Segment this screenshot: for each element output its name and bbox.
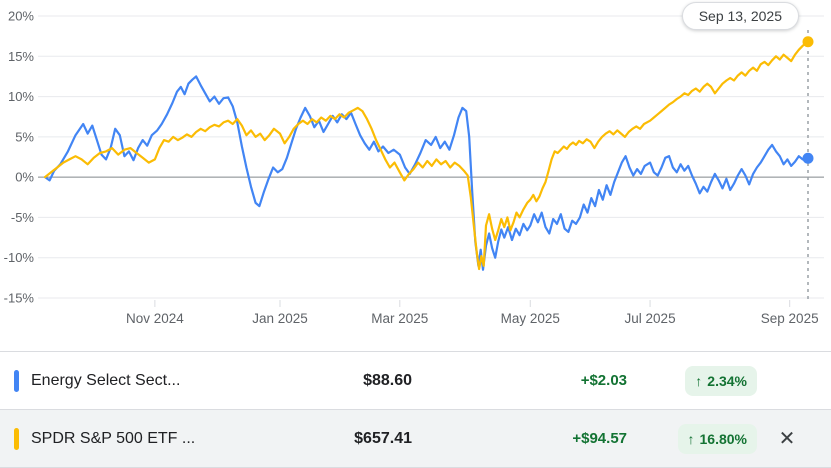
x-tick-label: Jan 2025 [252, 311, 308, 326]
legend-name-cell: SPDR S&P 500 ETF ... [14, 427, 272, 450]
series-line-0 [43, 75, 810, 271]
y-tick-label: 0% [15, 170, 34, 185]
y-tick-label: -10% [4, 250, 35, 265]
series-price: $657.41 [354, 429, 412, 447]
up-arrow-icon: ↑ [687, 430, 695, 447]
legend-name-cell: Energy Select Sect... [14, 369, 272, 392]
series-color-chip-yellow [14, 427, 19, 450]
y-tick-label: -15% [4, 291, 35, 306]
series-end-dot-0 [802, 152, 814, 164]
y-tick-label: -5% [11, 210, 35, 225]
series-end-dot-1 [802, 36, 814, 48]
series-change: +$94.57 [572, 430, 627, 447]
x-tick-label: Nov 2024 [126, 311, 184, 326]
change-percent-value: 16.80% [699, 430, 747, 447]
legend-row-spy[interactable]: SPDR S&P 500 ETF ... $657.41 +$94.57 ↑ 1… [0, 409, 831, 467]
series-badge-cell: ↑ 16.80% [627, 423, 757, 454]
x-tick-label: Mar 2025 [371, 311, 428, 326]
y-tick-label: 15% [8, 49, 34, 64]
comparison-chart-canvas[interactable]: 20% 15% 10% 5% 0% -5% -10% -15% Nov 2024 Jan 2025… [0, 0, 831, 351]
remove-series-button[interactable]: ✕ [769, 421, 805, 457]
series-line-1 [43, 40, 810, 271]
x-tick-label: Sep 2025 [761, 311, 819, 326]
y-tick-label: 20% [8, 9, 34, 24]
change-percent-value: 2.34% [707, 372, 747, 389]
series-price: $88.60 [363, 371, 412, 389]
legend-row-energy[interactable]: Energy Select Sect... $88.60 +$2.03 ↑ 2.… [0, 351, 831, 409]
change-percent-badge: ↑ 16.80% [677, 423, 757, 454]
series-name: SPDR S&P 500 ETF ... [31, 429, 196, 447]
y-tick-label: 10% [8, 89, 34, 104]
series-badge-cell: ↑ 2.34% [627, 365, 757, 396]
series-name: Energy Select Sect... [31, 371, 181, 389]
series-color-chip-blue [14, 369, 19, 392]
comparison-chart: 20% 15% 10% 5% 0% -5% -10% -15% Nov 2024 Jan 2025… [0, 0, 831, 351]
close-icon: ✕ [778, 427, 796, 450]
up-arrow-icon: ↑ [695, 372, 703, 389]
x-tick-label: May 2025 [501, 311, 560, 326]
close-cell: ✕ [757, 421, 817, 457]
legend: Energy Select Sect... $88.60 +$2.03 ↑ 2.… [0, 351, 831, 468]
x-tick-label: Jul 2025 [625, 311, 676, 326]
date-tooltip: Sep 13, 2025 [681, 2, 799, 30]
series-change: +$2.03 [580, 372, 627, 389]
change-percent-badge: ↑ 2.34% [685, 365, 757, 396]
y-tick-label: 5% [15, 129, 34, 144]
